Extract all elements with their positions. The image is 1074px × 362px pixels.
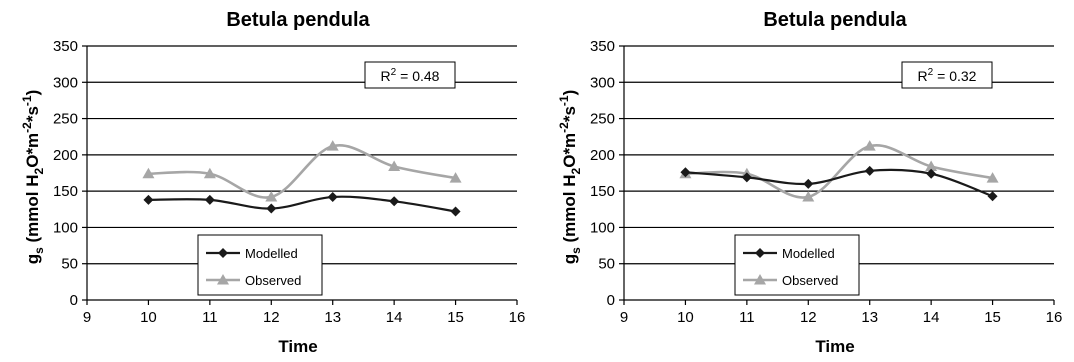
x-tick-label: 10 <box>140 309 157 326</box>
legend-marker-modelled <box>218 248 228 258</box>
x-tick-label: 15 <box>984 309 1001 326</box>
y-tick-label: 50 <box>61 256 78 273</box>
legend-label-observed: Observed <box>245 273 301 288</box>
legend-label-modelled: Modelled <box>782 246 835 261</box>
y-tick-label: 0 <box>607 292 615 309</box>
x-tick-label: 15 <box>447 309 464 326</box>
data-point-modelled <box>926 168 937 179</box>
data-point-observed <box>986 172 999 183</box>
data-point-modelled <box>327 191 338 202</box>
data-point-observed <box>203 167 216 179</box>
y-tick-label: 300 <box>53 74 78 91</box>
legend-marker-observed <box>754 274 766 285</box>
data-point-modelled <box>741 172 752 183</box>
y-tick-label: 250 <box>590 111 615 128</box>
data-point-modelled <box>266 203 277 214</box>
x-tick-label: 14 <box>386 309 403 326</box>
legend: Modelled Observed <box>734 234 860 296</box>
legend: Modelled Observed <box>197 234 323 296</box>
data-point-observed <box>449 172 462 183</box>
data-point-modelled <box>450 206 461 217</box>
data-point-observed <box>265 190 278 202</box>
data-point-modelled <box>204 194 215 205</box>
y-tick-label: 50 <box>598 256 615 273</box>
data-point-modelled <box>864 165 875 176</box>
x-tick-label: 9 <box>620 309 628 326</box>
data-point-modelled <box>803 178 814 189</box>
y-tick-label: 0 <box>70 292 78 309</box>
y-tick-label: 300 <box>590 74 615 91</box>
y-axis-title: gs (mmol H2O*m-2*s-1) <box>557 90 583 265</box>
data-point-modelled <box>389 196 400 207</box>
x-tick-label: 10 <box>677 309 694 326</box>
legend-marker-modelled <box>755 248 765 258</box>
data-point-observed <box>326 140 339 151</box>
y-tick-label: 250 <box>53 111 78 128</box>
chart-panel-right: Betula pendula 0 50 100 150 200 250 300 350 9 10 11… <box>537 0 1074 362</box>
chart-svg: Betula pendula 0 50 100 150 200 250 300 350 9 10 11… <box>20 9 526 356</box>
data-point-observed <box>863 140 876 151</box>
x-tick-label: 11 <box>739 309 755 326</box>
series-line-modelled <box>148 195 456 213</box>
svg-text:R2 = 0.48: R2 = 0.48 <box>381 67 440 84</box>
y-tick-label: 100 <box>53 219 78 236</box>
legend-label-modelled: Modelled <box>245 246 298 261</box>
y-tick-label: 350 <box>53 38 78 55</box>
series-line-modelled <box>685 168 993 198</box>
x-tick-label: 14 <box>923 309 940 326</box>
chart-panel-left: Betula pendula 0 50 100 150 200 250 300 350 9 10 11… <box>20 9 526 356</box>
y-tick-label: 350 <box>590 38 615 55</box>
chart-title: Betula pendula <box>763 9 907 31</box>
x-tick-label: 16 <box>509 309 526 326</box>
y-tick-label: 200 <box>590 147 615 164</box>
x-tick-label: 12 <box>263 309 280 326</box>
data-point-observed <box>802 190 815 202</box>
svg-text:R2 = 0.32: R2 = 0.32 <box>918 67 977 84</box>
y-tick-label: 100 <box>590 219 615 236</box>
data-point-observed <box>388 160 401 171</box>
x-axis-title: Time <box>815 337 854 356</box>
x-tick-label: 13 <box>861 309 878 326</box>
legend-label-observed: Observed <box>782 273 838 288</box>
data-point-modelled <box>680 167 691 178</box>
data-point-observed <box>925 160 938 171</box>
data-point-modelled <box>987 191 998 202</box>
x-tick-label: 12 <box>800 309 817 326</box>
y-tick-label: 150 <box>590 183 615 200</box>
x-tick-label: 13 <box>324 309 341 326</box>
x-tick-label: 9 <box>83 309 91 326</box>
y-axis-title: gs (mmol H2O*m-2*s-1) <box>20 90 46 265</box>
chart-title: Betula pendula <box>226 9 370 31</box>
series-line-observed <box>148 144 456 199</box>
r-squared-annotation: R2 = 0.48 <box>364 61 456 89</box>
y-tick-label: 150 <box>53 183 78 200</box>
x-axis-title: Time <box>278 337 317 356</box>
series-line-observed <box>685 144 993 199</box>
chart-svg: Betula pendula 0 50 100 150 200 250 300 350 9 10 11… <box>557 9 1063 356</box>
data-point-modelled <box>143 194 154 205</box>
r-squared-annotation: R2 = 0.32 <box>901 61 993 89</box>
data-point-observed <box>142 167 155 179</box>
y-tick-label: 200 <box>53 147 78 164</box>
x-tick-label: 16 <box>1046 309 1063 326</box>
legend-marker-observed <box>217 274 229 285</box>
x-tick-label: 11 <box>202 309 218 326</box>
